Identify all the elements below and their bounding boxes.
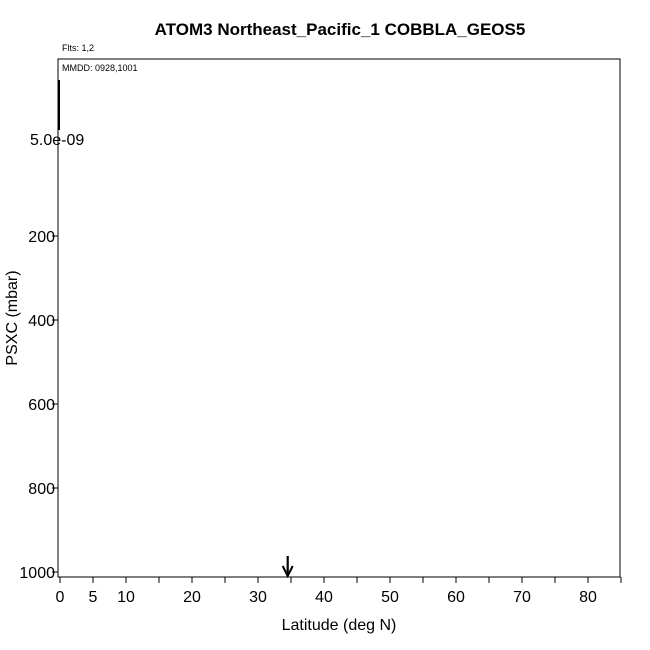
x-tick-label-5: 5 xyxy=(89,589,98,606)
flight-track-profile-segment xyxy=(521,247,530,363)
y-tick-label-800: 800 xyxy=(28,481,55,498)
flight-track-level-segment xyxy=(227,232,236,242)
marker-value: 5.0e-09 xyxy=(30,132,84,149)
flight-track-profile-segment xyxy=(97,243,102,565)
x-tick-label-0: 0 xyxy=(56,589,65,606)
flight-track-profile-segment xyxy=(329,268,335,569)
x-axis-label: Latitude (deg N) xyxy=(282,617,397,634)
plot-frame xyxy=(57,58,621,578)
flight-track-profile-segment xyxy=(273,262,282,321)
x-tick-label-30: 30 xyxy=(249,589,267,606)
arrow-marker xyxy=(281,556,294,579)
flight-track-profile-segment xyxy=(100,243,124,565)
date-note: MMDD: 0928,1001 xyxy=(62,63,138,73)
y-axis: 200 400 600 800 1000 xyxy=(19,229,58,582)
flight-track-level-segment xyxy=(266,260,276,265)
x-axis: 0 5 10 20 30 40 50 60 70 80 xyxy=(56,577,622,606)
plot-area xyxy=(57,58,621,578)
flight-track-profile-segment xyxy=(280,319,287,498)
flight-track-profile-segment xyxy=(284,382,291,498)
x-tick-label-10: 10 xyxy=(117,589,135,606)
flight-track-level-segment xyxy=(233,232,246,237)
flight-track-profile-segment xyxy=(309,268,319,569)
flight-track-profile-segment xyxy=(204,239,230,565)
flight-track-profile-segment xyxy=(276,247,286,363)
flight-track-profile-segment xyxy=(372,260,398,569)
chart-title: ATOM3 Northeast_Pacific_1 COBBLA_GEOS5 xyxy=(155,20,526,39)
flight-tracks xyxy=(66,232,530,573)
y-tick-label-1000: 1000 xyxy=(19,565,55,582)
flight-track-profile-segment xyxy=(316,268,327,569)
flight-track-profile-segment xyxy=(306,268,315,573)
x-tick-label-50: 50 xyxy=(381,589,399,606)
flight-track-level-segment xyxy=(121,256,131,263)
flight-track-profile-segment xyxy=(425,247,438,363)
x-tick-label-20: 20 xyxy=(183,589,201,606)
flight-track-profile-segment xyxy=(148,243,173,565)
flights-note: Flts: 1,2 xyxy=(62,43,94,53)
flight-track-profile-segment xyxy=(333,403,342,569)
flight-track-profile-segment xyxy=(339,277,348,405)
flight-track-profile-segment xyxy=(273,235,279,250)
y-tick-label-400: 400 xyxy=(28,313,55,330)
flight-track-profile-segment xyxy=(293,268,302,300)
flight-track-profile-segment xyxy=(412,361,428,569)
x-tick-label-60: 60 xyxy=(447,589,465,606)
y-axis-label: PSXC (mbar) xyxy=(4,270,21,365)
y-tick-label-600: 600 xyxy=(28,397,55,414)
x-tick-label-70: 70 xyxy=(513,589,531,606)
flight-track-level-segment xyxy=(121,239,129,246)
flight-track-profile-segment xyxy=(145,239,150,565)
flight-track-profile-segment xyxy=(69,256,80,569)
flight-track-profile-segment xyxy=(283,361,289,447)
flight-track-profile-segment xyxy=(288,298,296,384)
x-tick-label-80: 80 xyxy=(579,589,597,606)
flight-track-level-segment xyxy=(171,239,182,246)
flight-track-profile-segment xyxy=(342,268,355,569)
flight-track-profile-segment xyxy=(369,268,375,569)
flight-track-profile-segment xyxy=(313,268,322,573)
flight-track-profile-segment xyxy=(402,260,414,569)
arrow-head xyxy=(281,565,294,579)
x-tick-label-40: 40 xyxy=(315,589,333,606)
flight-track-profile-segment xyxy=(201,239,206,565)
y-tick-label-200: 200 xyxy=(28,229,55,246)
